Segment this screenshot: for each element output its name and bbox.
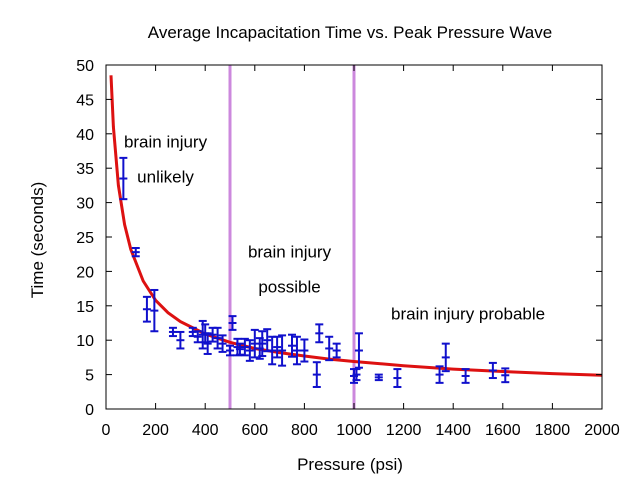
annotation-label: brain injury (248, 243, 332, 262)
x-tick-label: 1000 (336, 422, 372, 439)
x-tick-label: 0 (102, 422, 111, 439)
x-tick-label: 200 (142, 422, 169, 439)
x-axis-label: Pressure (psi) (297, 455, 403, 474)
y-tick-label: 10 (76, 333, 94, 350)
x-tick-label: 800 (291, 422, 318, 439)
y-tick-label: 0 (85, 402, 94, 419)
y-tick-label: 15 (76, 299, 94, 316)
y-tick-label: 20 (76, 264, 94, 281)
x-tick-label: 600 (241, 422, 268, 439)
y-tick-label: 40 (76, 127, 94, 144)
y-axis-label: Time (seconds) (28, 182, 47, 299)
y-tick-label: 5 (85, 368, 94, 385)
y-tick-label: 25 (76, 230, 94, 247)
fit-curve (109, 75, 602, 377)
x-tick-label: 2000 (584, 422, 620, 439)
chart-title: Average Incapacitation Time vs. Peak Pre… (148, 23, 552, 42)
x-tick-label: 1800 (535, 422, 571, 439)
y-tick-label: 35 (76, 161, 94, 178)
annotation-label: brain injury (124, 133, 208, 152)
annotation-label: unlikely (137, 168, 194, 187)
y-tick-label: 50 (76, 58, 94, 75)
y-tick-label: 30 (76, 196, 94, 213)
plot-area: 0 200 400 600 800 1000 1200 1400 1600 1800 2000 0 5 1… (76, 58, 620, 439)
x-tick-label: 1400 (435, 422, 471, 439)
x-tick-label: 1200 (386, 422, 422, 439)
annotation-label: brain injury probable (391, 305, 545, 324)
x-tick-label: 1600 (485, 422, 521, 439)
annotation-label: possible (258, 278, 320, 297)
x-tick-label: 400 (192, 422, 219, 439)
y-tick-label: 45 (76, 92, 94, 109)
